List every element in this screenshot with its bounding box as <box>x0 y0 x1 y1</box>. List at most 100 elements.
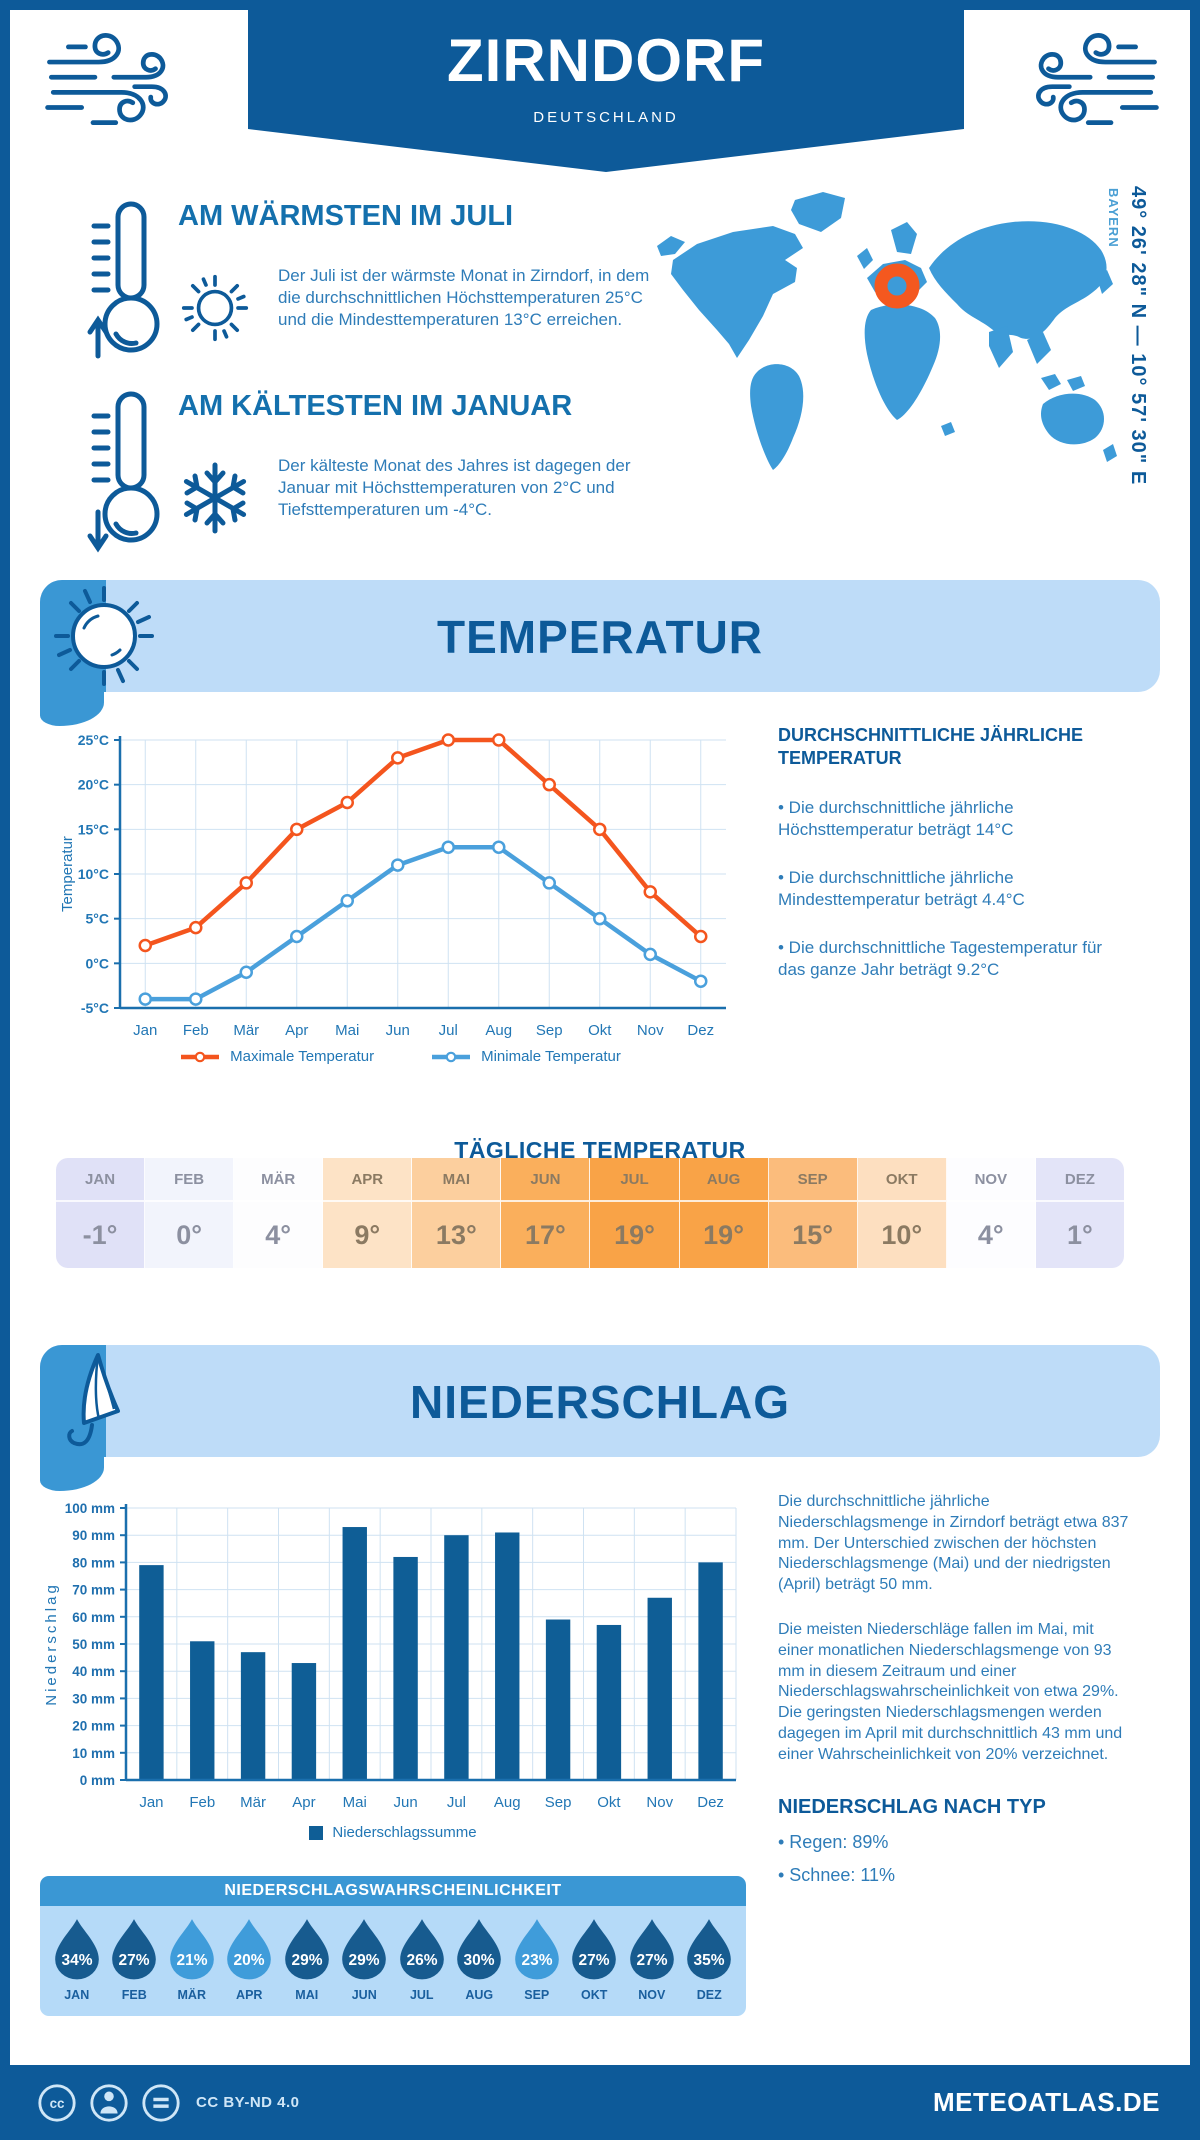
world-map <box>657 192 1117 470</box>
svg-text:100 mm: 100 mm <box>65 1501 115 1516</box>
raindrop-icon: 20% <box>227 1919 272 1980</box>
precipitation-type-heading: NIEDERSCHLAG NACH TYP <box>778 1795 1046 1818</box>
svg-text:Jul: Jul <box>447 1794 466 1811</box>
month-temperature-value: 4° <box>977 1219 1004 1250</box>
precip-probability-item-mär: 21% MÄR <box>166 1918 218 2002</box>
drop-month-label: MAI <box>295 1988 319 2002</box>
daily-temp-cell-jan: JAN -1° <box>56 1158 146 1268</box>
raindrop-icon: 23% <box>514 1919 559 1980</box>
svg-text:Mär: Mär <box>240 1794 266 1811</box>
month-label: FEB <box>145 1158 234 1202</box>
precipitation-banner: NIEDERSCHLAG <box>40 1345 1160 1457</box>
svg-text:Temperatur: Temperatur <box>59 836 76 912</box>
drop-month-label: JUN <box>351 1988 377 2002</box>
temperature-banner-tail <box>40 692 104 726</box>
legend-item: Maximale Temperatur <box>179 1048 374 1065</box>
location-marker <box>874 263 920 309</box>
header-banner: ZIRNDORF DEUTSCHLAND <box>248 0 964 172</box>
footer: cc CC BY-ND 4.0 METEOATLAS.DE <box>0 2065 1200 2140</box>
annual-temperature-heading: DURCHSCHNITTLICHE JÄHRLICHE TEMPERATUR <box>778 725 1083 769</box>
drop-month-label: JUL <box>409 1988 434 2002</box>
precip-probability-item-jul: 26% JUL <box>396 1918 448 2002</box>
warmest-heading: AM WÄRMSTEN IM JULI <box>178 200 514 232</box>
month-label: APR <box>323 1158 412 1202</box>
drop-month-label: FEB <box>121 1988 147 2002</box>
svg-text:10°C: 10°C <box>78 866 109 882</box>
svg-text:Nov: Nov <box>646 1794 673 1811</box>
svg-text:27%: 27% <box>636 1952 667 1969</box>
month-label: JUN <box>501 1158 590 1202</box>
annual-bullet-max: • Die durchschnittliche jährliche Höchst… <box>778 797 1014 839</box>
svg-text:90 mm: 90 mm <box>72 1528 115 1543</box>
svg-text:25°C: 25°C <box>78 732 109 748</box>
svg-text:50 mm: 50 mm <box>72 1637 115 1652</box>
month-label: JUL <box>590 1158 679 1202</box>
annual-bullet-min: • Die durchschnittliche jährliche Mindes… <box>778 867 1025 910</box>
month-label: MAI <box>412 1158 501 1202</box>
svg-text:Feb: Feb <box>183 1022 209 1039</box>
svg-text:10 mm: 10 mm <box>72 1746 115 1761</box>
precip-probability-item-apr: 20% APR <box>223 1918 275 2002</box>
precip-probability-item-nov: 27% NOV <box>626 1918 678 2002</box>
precipitation-banner-tail <box>40 1457 104 1491</box>
svg-text:35%: 35% <box>694 1952 725 1969</box>
legend-label: Maximale Temperatur <box>230 1048 375 1065</box>
temperature-banner: TEMPERATUR <box>40 580 1160 692</box>
raindrop-icon: 35% <box>687 1919 732 1980</box>
daily-temp-cell-mai: MAI 13° <box>412 1158 502 1268</box>
coordinates-label: 49° 26' 28" N — 10° 57' 30" E <box>1127 186 1149 486</box>
thermometer-down-icon <box>87 391 160 553</box>
drop-month-label: JAN <box>64 1988 90 2002</box>
svg-text:5°C: 5°C <box>86 911 110 927</box>
svg-text:Feb: Feb <box>189 1794 215 1811</box>
cc-nd-equals-icon <box>142 2083 180 2122</box>
precip-probability-item-jun: 29% JUN <box>338 1918 390 2002</box>
svg-text:29%: 29% <box>349 1952 380 1969</box>
temperature-line-chart: -5°C 0°C 5°C 10°C 15°C 20°C 25°C Jan Feb Mär Apr Ma… <box>59 732 726 1039</box>
svg-text:Jan: Jan <box>133 1022 157 1039</box>
svg-text:Apr: Apr <box>292 1794 315 1811</box>
svg-text:80 mm: 80 mm <box>72 1555 115 1570</box>
precipitation-probability-heading: NIEDERSCHLAGSWAHRSCHEINLICHKEIT <box>40 1876 746 1906</box>
month-label: AUG <box>679 1158 768 1202</box>
svg-text:Dez: Dez <box>697 1794 724 1811</box>
umbrella-banner-icon <box>67 1353 120 1447</box>
legend-square-swatch <box>309 1825 324 1840</box>
daily-temp-cell-sep: SEP 15° <box>768 1158 858 1268</box>
svg-text:21%: 21% <box>176 1952 207 1969</box>
svg-text:Sep: Sep <box>536 1022 563 1039</box>
month-label: OKT <box>857 1158 946 1202</box>
svg-text:70 mm: 70 mm <box>72 1583 115 1598</box>
svg-text:Mai: Mai <box>343 1794 367 1811</box>
raindrop-icon: 34% <box>54 1919 99 1980</box>
precipitation-bar-chart: 0 mm 10 mm 20 mm 30 mm 40 mm 50 mm 60 mm 70 mm 8… <box>43 1501 737 1811</box>
coldest-text: Der kälteste Monat des Jahres ist dagege… <box>278 455 631 520</box>
warmest-month-section: AM WÄRMSTEN IM JULI Der Juli ist der wär… <box>86 196 661 366</box>
precipitation-type-rain: • Regen: 89% <box>778 1831 889 1852</box>
cc-by-person-icon <box>90 2083 128 2122</box>
legend-line-swatch <box>432 1051 471 1062</box>
raindrop-icon: 29% <box>342 1919 387 1980</box>
svg-text:26%: 26% <box>406 1952 437 1969</box>
raindrop-icon: 27% <box>112 1919 157 1980</box>
snowflake-icon <box>183 462 247 533</box>
cc-license-icons: cc <box>36 2082 182 2124</box>
precip-probability-item-dez: 35% DEZ <box>683 1918 735 2002</box>
svg-text:Nov: Nov <box>637 1022 664 1039</box>
precip-probability-item-okt: 27% OKT <box>568 1918 620 2002</box>
svg-text:0 mm: 0 mm <box>80 1773 115 1788</box>
drop-month-label: APR <box>236 1988 263 2002</box>
sun-icon <box>181 274 249 341</box>
drop-month-label: MÄR <box>177 1988 206 2002</box>
svg-text:Apr: Apr <box>285 1022 308 1039</box>
svg-text:Okt: Okt <box>597 1794 621 1811</box>
daily-temp-cell-nov: NOV 4° <box>946 1158 1036 1268</box>
drop-month-label: AUG <box>465 1988 494 2002</box>
raindrop-icon: 30% <box>457 1919 502 1980</box>
sun-banner-icon <box>54 586 154 686</box>
month-temperature-value: 19° <box>703 1219 744 1250</box>
wind-icon <box>1036 32 1159 126</box>
legend-line-swatch <box>181 1051 220 1062</box>
precipitation-paragraph-2: Die meisten Niederschläge fallen im Mai,… <box>778 1620 1123 1763</box>
page-border-left <box>0 0 10 2140</box>
